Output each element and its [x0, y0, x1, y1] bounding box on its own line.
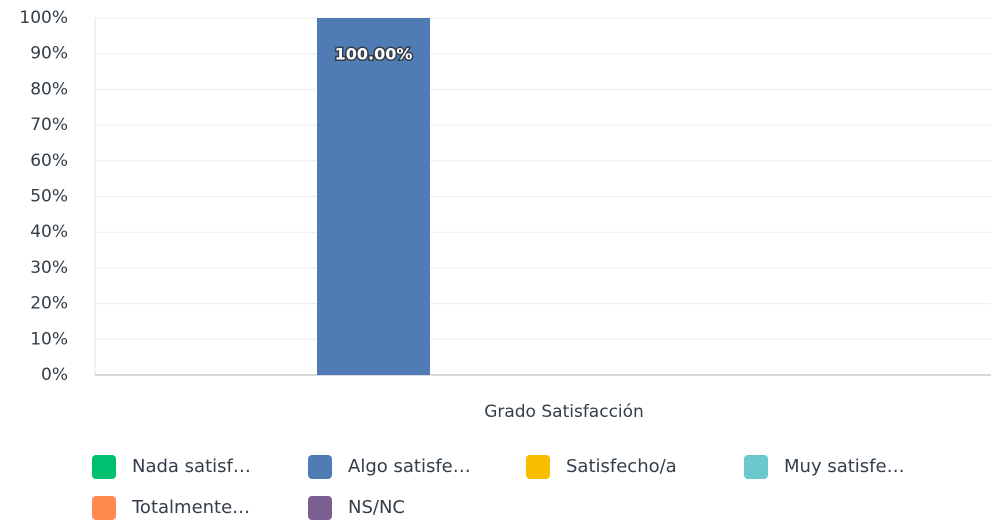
- legend-swatch: [526, 455, 550, 479]
- y-tick-label: 40%: [30, 222, 68, 242]
- y-tick-label: 0%: [41, 365, 68, 385]
- value-label: 100.00%: [335, 45, 413, 64]
- legend-label: Algo satisfe…: [348, 456, 471, 477]
- bar: [317, 18, 430, 375]
- y-tick-label: 80%: [30, 79, 68, 99]
- y-tick-label: 90%: [30, 44, 68, 64]
- legend-swatch: [92, 455, 116, 479]
- y-tick-label: 70%: [30, 115, 68, 135]
- y-tick-label: 50%: [30, 187, 68, 207]
- y-tick-label: 30%: [30, 258, 68, 278]
- legend-swatch: [308, 455, 332, 479]
- y-tick-label: 10%: [30, 329, 68, 349]
- legend-swatch: [308, 496, 332, 520]
- y-tick-label: 60%: [30, 151, 68, 171]
- y-tick-label: 100%: [19, 8, 68, 28]
- legend-swatch: [92, 496, 116, 520]
- x-tick-label: Grado Satisfacción: [484, 402, 644, 422]
- legend-label: Nada satisf…: [132, 456, 251, 477]
- legend-swatch: [744, 455, 768, 479]
- legend-label: Totalmente…: [131, 497, 250, 518]
- y-tick-label: 20%: [30, 294, 68, 314]
- legend-label: Muy satisfe…: [784, 456, 905, 477]
- legend-label: NS/NC: [348, 497, 405, 518]
- legend-label: Satisfecho/a: [566, 456, 677, 477]
